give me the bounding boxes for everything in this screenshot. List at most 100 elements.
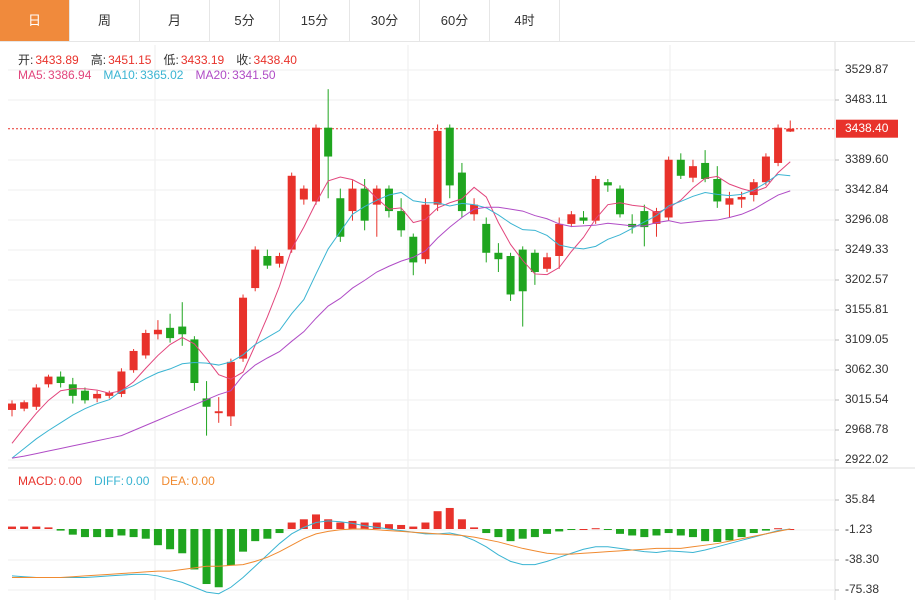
macd-bar [68,528,77,535]
candle-body [567,214,576,224]
candle-body [214,411,223,414]
candle-body [80,390,89,401]
tab[interactable]: 30分 [350,0,420,41]
candle-body [299,188,308,200]
y-tick-label: 35.84 [845,492,875,506]
macd-bar [421,522,430,529]
legend-value: 3365.02 [140,68,184,82]
candle-body [93,393,102,399]
macd-bar [725,528,734,541]
candle-body [433,130,442,205]
candle-body [263,255,272,266]
candle-body [494,252,503,260]
candle-body [640,211,649,228]
macd-bar [348,520,357,529]
y-tick-label: 3062.30 [845,362,889,376]
macd-bar [312,514,320,529]
candle-body [178,326,187,335]
ohlc-info: 开: 3433.89 高: 3451.15 低: 3433.19 收: 3438.40 [18,51,309,68]
macd-bar [701,528,710,542]
candle-body [616,188,624,215]
tab[interactable]: 月 [140,0,210,41]
macd-bar [299,519,308,529]
candle-body [397,211,406,231]
candle-body [786,128,795,132]
macd-bar [506,528,515,542]
dea-line [12,528,791,579]
macd-bar [470,527,479,529]
macd-bar [518,528,527,539]
candle-body [8,403,16,410]
macd-bar [263,528,272,539]
candle-body [543,257,552,269]
tab[interactable]: 15分 [280,0,350,41]
macd-bar [676,528,685,536]
info-value: 3451.15 [108,53,152,67]
candle-body [384,188,393,212]
candle-body [68,384,77,396]
macd-bar [457,519,466,529]
candle-body [360,188,369,221]
legend-value: 3341.50 [232,68,276,82]
candle-body [555,223,564,256]
candle-body [141,332,150,356]
candle-body [129,350,138,371]
macd-bar [8,526,16,529]
y-tick-label: 3155.81 [845,302,889,316]
y-tick-label: 3389.60 [845,152,889,166]
macd-bar [239,528,248,552]
info-label: 低: [163,53,179,67]
y-tick-label: 3296.08 [845,212,889,226]
macd-bar [749,528,758,534]
candle-body [713,178,722,202]
y-tick-label: 3202.57 [845,272,889,286]
candle-body [457,172,466,212]
info-value: 3433.19 [180,53,225,67]
tab[interactable]: 5分 [210,0,280,41]
candle-body [32,387,41,407]
ma-line [11,190,791,459]
candle-body [44,376,53,385]
y-tick-label: 3483.11 [845,92,888,106]
macd-bar [384,524,393,529]
macd-bar [774,528,783,530]
macd-bar [44,527,53,529]
macd-bar [324,519,333,529]
ma-line [11,161,791,444]
macd-bar [664,528,673,534]
ma-legend: MA5: 3386.94 MA10: 3365.02 MA20: 3341.50 [18,68,288,82]
y-tick-label: 3109.05 [845,332,889,346]
y-tick-label: 3249.33 [845,242,889,256]
legend-label: MA20: [195,68,231,82]
candle-body [56,376,65,384]
candle-body [506,255,515,295]
info-value: 3433.89 [35,53,79,67]
macd-bar [482,528,491,534]
y-tick-label: 3529.87 [845,62,889,76]
macd-bar [494,528,503,538]
y-tick-label: 3342.84 [845,182,889,196]
candle-body [190,339,199,384]
macd-bar [275,528,284,534]
macd-bar [616,528,624,534]
tab[interactable]: 60分 [420,0,490,41]
candle-body [226,361,235,417]
candle-body [153,329,162,335]
macd-bar [336,522,345,529]
legend-value: 0.00 [58,474,83,488]
candle-body [761,156,770,183]
y-tick-label: -1.23 [845,522,873,536]
macd-bar [202,528,211,585]
tab[interactable]: 4时 [490,0,560,41]
tab[interactable]: 日 [0,0,70,41]
macd-bar [141,528,150,539]
candle-body [105,392,114,396]
y-tick-label: 2922.02 [845,452,889,466]
y-tick-label: -75.38 [845,582,879,596]
tab[interactable]: 周 [70,0,140,41]
macd-bar [226,528,235,566]
candle-body [591,178,600,221]
macd-bar [567,528,576,530]
macd-bar [20,526,29,529]
